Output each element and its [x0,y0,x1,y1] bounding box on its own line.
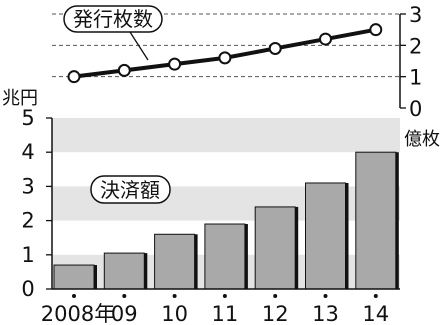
x-tick-label: 09 [111,302,138,325]
bar-unit-label: 兆円 [2,88,38,109]
bar-y-tick-label: 5 [21,106,34,130]
bar-y-tick-label: 2 [21,209,34,233]
line-y-tick-label: 3 [409,3,422,27]
x-tick-label: 13 [312,302,339,325]
x-tick-dot [222,294,227,298]
line-title-box [63,5,163,33]
x-tick-dot [323,294,328,298]
bar [305,182,346,290]
line-point [369,23,383,37]
x-tick-label: 2008年 [41,302,115,325]
line-point [67,70,81,84]
bar-band [52,118,400,153]
line-chart-grid: 0 1 2 3 [52,3,422,121]
line-title-leader [129,31,149,61]
bar-y-tick-label: 1 [21,243,34,267]
x-tick-label: 14 [362,302,389,325]
bar [355,151,397,290]
line-point [218,51,232,65]
line-y-tick-label: 0 [409,97,422,121]
bar [204,223,246,290]
line-point [168,57,182,71]
line-point [319,32,332,46]
bar [53,264,95,290]
line-series [67,23,383,84]
x-tick-label: 10 [161,302,188,325]
x-tick-dot [72,294,76,298]
x-tick-dot [122,294,127,298]
bar-series [53,151,399,290]
x-tick-label: 11 [212,302,239,325]
x-tick-dot [273,294,278,298]
bar-y-tick-label: 3 [21,174,34,198]
bar-title-box [90,175,171,204]
x-tick-dot [373,294,378,298]
line-title: 発行枚数 [73,7,153,31]
x-tick-label: 12 [262,302,289,325]
bar [103,252,145,290]
line-y-tick-label: 2 [409,34,422,58]
line-point [268,41,282,55]
line-y-tick-label: 1 [409,66,422,90]
bar-y-tick-label: 0 [21,277,34,301]
bar-title: 決済額 [100,178,160,202]
line-point [117,63,131,77]
bar [254,206,296,290]
bar-y-tick-label: 4 [21,140,34,164]
line-unit-label: 億枚 [404,129,440,150]
x-tick-dot [172,294,177,298]
bar [154,233,196,290]
